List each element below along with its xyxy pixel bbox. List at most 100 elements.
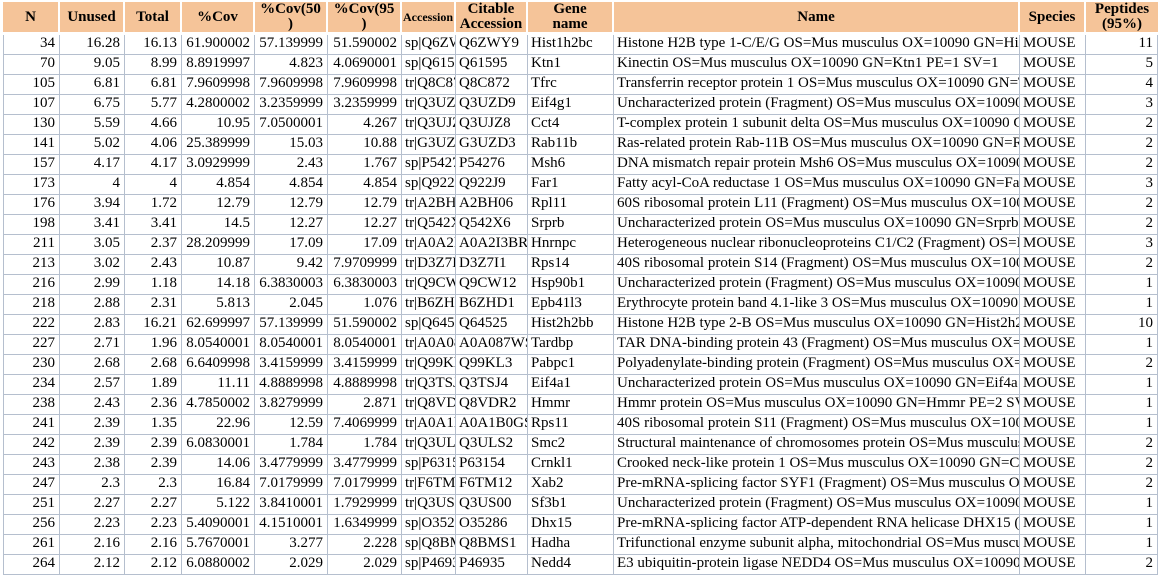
cell-gene-name[interactable]: Msh6: [528, 155, 614, 175]
cell-pct-cov[interactable]: 6.6409998: [182, 355, 255, 375]
column-header-name[interactable]: Name: [614, 2, 1020, 35]
cell-total[interactable]: 4: [125, 175, 182, 195]
cell-species[interactable]: MOUSE: [1020, 355, 1086, 375]
cell-species[interactable]: MOUSE: [1020, 175, 1086, 195]
cell-name[interactable]: 40S ribosomal protein S14 (Fragment) OS=…: [614, 255, 1020, 275]
cell-accession[interactable]: sp|Q61595|K: [402, 55, 456, 75]
cell-pct-cov95[interactable]: 1.6349999: [328, 515, 402, 535]
cell-pct-cov50[interactable]: 2.43: [255, 155, 328, 175]
cell-unused[interactable]: 3.05: [60, 235, 125, 255]
cell-accession[interactable]: tr|A0A2I3B: [402, 235, 456, 255]
cell-species[interactable]: MOUSE: [1020, 235, 1086, 255]
cell-name[interactable]: Polyadenylate-binding protein (Fragment)…: [614, 355, 1020, 375]
cell-gene-name[interactable]: Tardbp: [528, 335, 614, 355]
cell-peptides-95[interactable]: 2: [1086, 475, 1158, 495]
cell-total[interactable]: 8.99: [125, 55, 182, 75]
cell-peptides-95[interactable]: 2: [1086, 435, 1158, 455]
cell-pct-cov95[interactable]: 51.590002: [328, 35, 402, 55]
cell-accession[interactable]: tr|B6ZHD1|B: [402, 295, 456, 315]
cell-peptides-95[interactable]: 3: [1086, 235, 1158, 255]
cell-gene-name[interactable]: Pabpc1: [528, 355, 614, 375]
cell-gene-name[interactable]: Hsp90b1: [528, 275, 614, 295]
cell-gene-name[interactable]: Hadha: [528, 535, 614, 555]
cell-name[interactable]: T-complex protein 1 subunit delta OS=Mus…: [614, 115, 1020, 135]
cell-name[interactable]: Histone H2B type 2-B OS=Mus musculus OX=…: [614, 315, 1020, 335]
cell-pct-cov50[interactable]: 2.029: [255, 555, 328, 575]
cell-citable-accession[interactable]: Q61595: [456, 55, 528, 75]
cell-pct-cov95[interactable]: 12.27: [328, 215, 402, 235]
cell-total[interactable]: 2.16: [125, 535, 182, 555]
cell-pct-cov50[interactable]: 6.3830003: [255, 275, 328, 295]
cell-n[interactable]: 256: [3, 515, 60, 535]
cell-accession[interactable]: sp|Q64525|I: [402, 315, 456, 335]
cell-peptides-95[interactable]: 1: [1086, 375, 1158, 395]
cell-pct-cov50[interactable]: 3.4159999: [255, 355, 328, 375]
cell-pct-cov95[interactable]: 7.4069999: [328, 415, 402, 435]
cell-total[interactable]: 2.36: [125, 395, 182, 415]
cell-total[interactable]: 4.06: [125, 135, 182, 155]
cell-pct-cov50[interactable]: 3.8410001: [255, 495, 328, 515]
cell-n[interactable]: 141: [3, 135, 60, 155]
cell-total[interactable]: 5.77: [125, 95, 182, 115]
cell-total[interactable]: 4.66: [125, 115, 182, 135]
cell-species[interactable]: MOUSE: [1020, 315, 1086, 335]
cell-pct-cov[interactable]: 4.2800002: [182, 95, 255, 115]
cell-gene-name[interactable]: Epb41l3: [528, 295, 614, 315]
cell-total[interactable]: 2.3: [125, 475, 182, 495]
cell-name[interactable]: Uncharacterized protein OS=Mus musculus …: [614, 375, 1020, 395]
cell-name[interactable]: Kinectin OS=Mus musculus OX=10090 GN=Ktn…: [614, 55, 1020, 75]
cell-n[interactable]: 243: [3, 455, 60, 475]
cell-n[interactable]: 242: [3, 435, 60, 455]
cell-pct-cov95[interactable]: 2.228: [328, 535, 402, 555]
cell-pct-cov[interactable]: 14.06: [182, 455, 255, 475]
cell-n[interactable]: 222: [3, 315, 60, 335]
cell-peptides-95[interactable]: 3: [1086, 95, 1158, 115]
cell-n[interactable]: 247: [3, 475, 60, 495]
cell-accession[interactable]: tr|G3UZD3|G: [402, 135, 456, 155]
cell-species[interactable]: MOUSE: [1020, 455, 1086, 475]
cell-accession[interactable]: sp|Q922J9|F: [402, 175, 456, 195]
cell-pct-cov50[interactable]: 4.854: [255, 175, 328, 195]
cell-pct-cov95[interactable]: 1.076: [328, 295, 402, 315]
cell-unused[interactable]: 2.16: [60, 535, 125, 555]
cell-citable-accession[interactable]: Q3ULS2: [456, 435, 528, 455]
cell-pct-cov50[interactable]: 3.4779999: [255, 455, 328, 475]
cell-pct-cov50[interactable]: 7.0500001: [255, 115, 328, 135]
cell-unused[interactable]: 2.43: [60, 395, 125, 415]
cell-species[interactable]: MOUSE: [1020, 395, 1086, 415]
cell-name[interactable]: Uncharacterized protein (Fragment) OS=Mu…: [614, 275, 1020, 295]
cell-total[interactable]: 2.68: [125, 355, 182, 375]
cell-pct-cov[interactable]: 5.122: [182, 495, 255, 515]
cell-citable-accession[interactable]: Q8C872: [456, 75, 528, 95]
cell-pct-cov[interactable]: 8.0540001: [182, 335, 255, 355]
cell-pct-cov50[interactable]: 57.139999: [255, 35, 328, 55]
cell-peptides-95[interactable]: 4: [1086, 75, 1158, 95]
cell-total[interactable]: 2.27: [125, 495, 182, 515]
cell-n[interactable]: 34: [3, 35, 60, 55]
cell-gene-name[interactable]: Rps14: [528, 255, 614, 275]
cell-peptides-95[interactable]: 1: [1086, 415, 1158, 435]
cell-pct-cov50[interactable]: 4.823: [255, 55, 328, 75]
cell-pct-cov[interactable]: 14.18: [182, 275, 255, 295]
cell-species[interactable]: MOUSE: [1020, 375, 1086, 395]
cell-citable-accession[interactable]: A0A087WS: [456, 335, 528, 355]
cell-accession[interactable]: sp|P63154|C: [402, 455, 456, 475]
cell-pct-cov[interactable]: 22.96: [182, 415, 255, 435]
cell-species[interactable]: MOUSE: [1020, 335, 1086, 355]
column-header-n[interactable]: N: [3, 2, 60, 35]
cell-pct-cov95[interactable]: 12.79: [328, 195, 402, 215]
cell-pct-cov50[interactable]: 57.139999: [255, 315, 328, 335]
cell-pct-cov50[interactable]: 3.8279999: [255, 395, 328, 415]
cell-citable-accession[interactable]: Q9CW12: [456, 275, 528, 295]
cell-species[interactable]: MOUSE: [1020, 415, 1086, 435]
cell-n[interactable]: 157: [3, 155, 60, 175]
cell-pct-cov95[interactable]: 17.09: [328, 235, 402, 255]
cell-peptides-95[interactable]: 1: [1086, 395, 1158, 415]
cell-gene-name[interactable]: Rps11: [528, 415, 614, 435]
cell-accession[interactable]: tr|A0A087W: [402, 335, 456, 355]
cell-name[interactable]: Transferrin receptor protein 1 OS=Mus mu…: [614, 75, 1020, 95]
cell-peptides-95[interactable]: 5: [1086, 55, 1158, 75]
cell-species[interactable]: MOUSE: [1020, 95, 1086, 115]
cell-gene-name[interactable]: Sf3b1: [528, 495, 614, 515]
cell-pct-cov[interactable]: 16.84: [182, 475, 255, 495]
